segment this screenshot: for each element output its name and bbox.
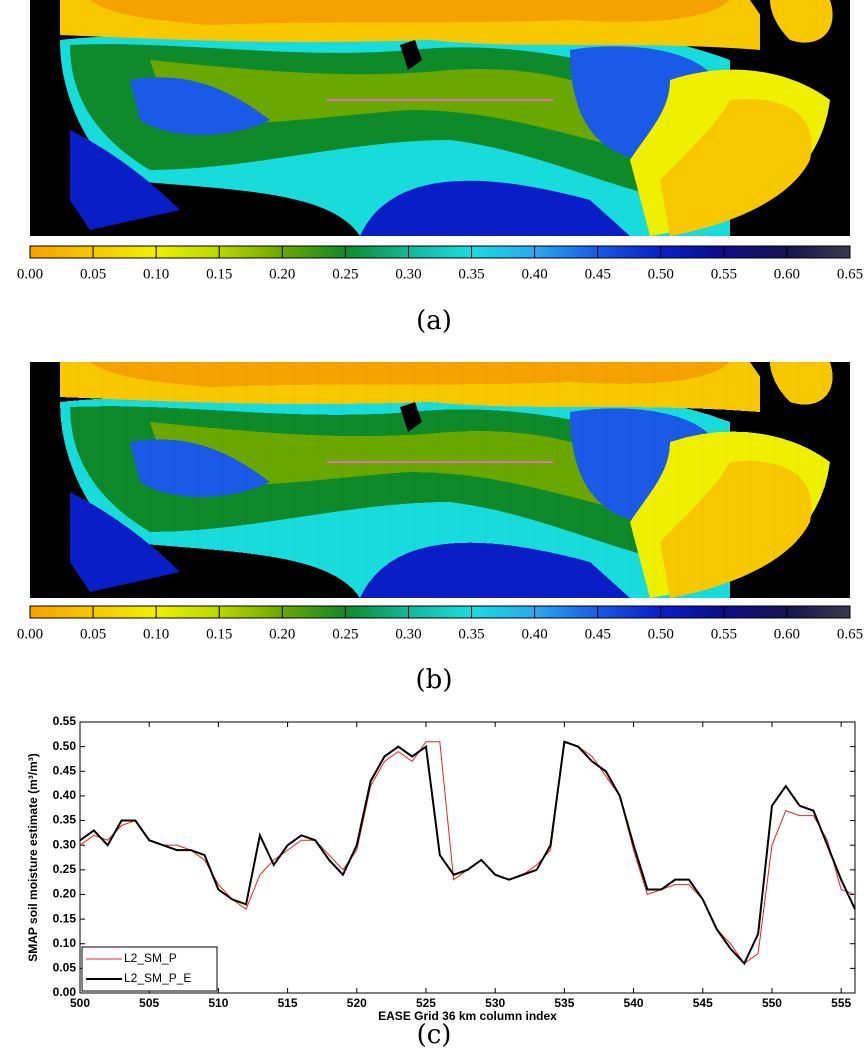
- map-region: [660, 99, 812, 237]
- colorbar-tick-label: 0.30: [395, 266, 421, 282]
- map-region: [400, 402, 422, 432]
- x-tick-label: 505: [139, 996, 159, 1010]
- colorbar-tick-label: 0.40: [521, 266, 547, 282]
- map: [29, 362, 850, 598]
- colorbar-tick-label: 0.45: [585, 266, 611, 282]
- x-tick-label: 525: [416, 996, 436, 1010]
- colorbar-tick-label: 0.00: [17, 266, 43, 282]
- legend-label: L2_SM_P: [124, 951, 177, 965]
- x-tick-label: 545: [693, 996, 713, 1010]
- x-tick-label: 510: [208, 996, 228, 1010]
- map-region: [90, 362, 730, 387]
- colorbar: [29, 605, 851, 619]
- y-tick-label: 0.25: [53, 862, 77, 876]
- map-region: [150, 60, 650, 150]
- y-tick-label: 0.20: [53, 887, 77, 901]
- colorbar-tick-label: 0.05: [80, 266, 106, 282]
- colorbar-tick-label: 0.00: [17, 626, 43, 642]
- colorbar-tick-label: 0.55: [711, 266, 737, 282]
- map-region: [660, 461, 812, 598]
- x-tick-label: 515: [278, 996, 298, 1010]
- map-region: [150, 422, 650, 512]
- map-region: [130, 77, 270, 135]
- y-tick-label: 0.05: [53, 961, 77, 975]
- colorbar-tick-label: 0.65: [837, 626, 863, 642]
- map: [30, 0, 850, 237]
- series-line: [79, 740, 856, 966]
- y-tick-label: 0.45: [53, 763, 77, 777]
- y-tick-label: 0.15: [53, 911, 77, 925]
- colorbar-tick-label: 0.20: [269, 626, 295, 642]
- x-tick-label: 535: [554, 996, 574, 1010]
- colorbar-tick-label: 0.45: [585, 626, 611, 642]
- colorbar: [29, 245, 851, 259]
- y-axis-label: SMAP soil moisture estimate (m³/m³): [26, 753, 40, 962]
- colorbar-tick-label: 0.20: [269, 266, 295, 282]
- y-tick-label: 0.10: [53, 936, 77, 950]
- colorbar-tick-label: 0.50: [648, 626, 674, 642]
- colorbar-tick-label: 0.65: [837, 266, 863, 282]
- x-tick-label: 550: [762, 996, 782, 1010]
- y-tick-label: 0.55: [53, 714, 77, 728]
- colorbar-tick-label: 0.10: [143, 626, 169, 642]
- colorbar-tick-label: 0.35: [458, 626, 484, 642]
- legend-label: L2_SM_P_E: [124, 971, 191, 985]
- colorbar-tick-label: 0.25: [332, 266, 358, 282]
- y-tick-label: 0.50: [53, 739, 77, 753]
- caption: (a): [416, 306, 452, 336]
- x-axis-label: EASE Grid 36 km column index: [378, 1009, 557, 1023]
- colorbar-tick-label: 0.30: [395, 626, 421, 642]
- y-tick-label: 0.40: [53, 788, 77, 802]
- x-tick-label: 530: [485, 996, 505, 1010]
- map-region: [770, 0, 833, 43]
- map-region: [360, 542, 630, 598]
- caption: (c): [417, 1020, 452, 1050]
- colorbar-tick-label: 0.35: [458, 266, 484, 282]
- map-region: [130, 439, 270, 497]
- x-tick-label: 540: [624, 996, 644, 1010]
- map-region: [70, 130, 180, 230]
- colorbar-tick-label: 0.10: [143, 266, 169, 282]
- colorbar-tick-label: 0.25: [332, 626, 358, 642]
- x-tick-label: 500: [70, 996, 90, 1010]
- x-tick-label: 520: [347, 996, 367, 1010]
- map-region: [360, 180, 630, 236]
- colorbar-tick-label: 0.60: [774, 266, 800, 282]
- colorbar-tick-label: 0.40: [521, 626, 547, 642]
- legend-box: [81, 946, 218, 992]
- colorbar-tick-label: 0.05: [80, 626, 106, 642]
- x-tick-label: 555: [831, 996, 851, 1010]
- map-region: [70, 492, 180, 592]
- map-region: [400, 40, 422, 70]
- map-region: [90, 0, 730, 25]
- colorbar-tick-label: 0.55: [711, 626, 737, 642]
- colorbar-tick-label: 0.15: [206, 266, 232, 282]
- map-region: [770, 362, 833, 405]
- colorbar-tick-label: 0.15: [206, 626, 232, 642]
- y-tick-label: 0.00: [53, 985, 77, 999]
- y-tick-label: 0.30: [53, 837, 77, 851]
- colorbar-tick-label: 0.60: [774, 626, 800, 642]
- y-tick-label: 0.35: [53, 813, 77, 827]
- caption: (b): [416, 665, 453, 695]
- colorbar-tick-label: 0.50: [648, 266, 674, 282]
